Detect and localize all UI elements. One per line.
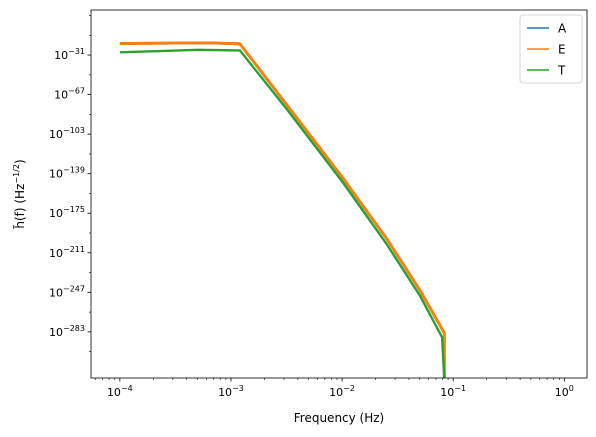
x-tick-label-exponent: −2	[343, 384, 355, 393]
legend-box	[519, 14, 583, 84]
x-axis: 10−4 10−3 10−2 10−1 100	[94, 378, 574, 399]
x-tick-label: 10−3	[218, 384, 244, 399]
y-tick-label-base: 10	[49, 286, 63, 299]
legend-label-t: T	[557, 64, 566, 78]
y-tick-label: 10−211	[49, 245, 85, 260]
y-tick-label: 10−103	[49, 126, 85, 141]
y-tick-label: 10−283	[49, 324, 85, 339]
y-tick-label: 10−67	[54, 87, 85, 102]
y-tick-label-exponent: −103	[63, 126, 85, 135]
y-tick-label-base: 10	[54, 49, 68, 62]
y-axis-label-close: )	[13, 159, 27, 164]
x-tick-label: 10−2	[329, 384, 355, 399]
y-tick-label-exponent: −211	[63, 245, 85, 254]
x-tick-label: 10−4	[107, 384, 133, 399]
series-line-t	[119, 48, 446, 378]
y-axis-label-main: h̃(f) (Hz	[13, 184, 27, 229]
x-tick-label-base: 10	[107, 386, 121, 399]
x-tick-label-exponent: −1	[454, 384, 466, 393]
legend-label-e: E	[558, 43, 566, 57]
y-tick-label-base: 10	[54, 89, 68, 102]
y-tick-label-base: 10	[49, 326, 63, 339]
y-tick-label-exponent: −67	[68, 87, 85, 96]
x-tick-label: 10−1	[440, 384, 466, 399]
x-axis-label: Frequency (Hz)	[294, 411, 385, 425]
x-tick-label-base: 10	[218, 386, 232, 399]
x-tick-label-exponent: −3	[232, 384, 244, 393]
y-tick-label-exponent: −175	[63, 205, 85, 214]
y-tick-label: 10−139	[49, 166, 85, 181]
series-group	[119, 41, 446, 378]
y-tick-label-base: 10	[49, 247, 63, 260]
x-tick-label-base: 10	[440, 386, 454, 399]
y-tick-label-base: 10	[49, 207, 63, 220]
x-tick-label-exponent: 0	[569, 384, 574, 393]
y-axis: 10−3110−6710−10310−13910−17510−21110−247…	[49, 15, 91, 352]
series-line-e	[119, 41, 446, 378]
y-tick-label-base: 10	[49, 168, 63, 181]
legend: AET	[519, 14, 583, 84]
y-axis-label-exponent: −1/2	[12, 164, 21, 184]
x-tick-label-exponent: −4	[121, 384, 133, 393]
y-tick-label-exponent: −247	[63, 284, 85, 293]
y-tick-label: 10−175	[49, 205, 85, 220]
x-tick-label-base: 10	[329, 386, 343, 399]
y-tick-label-exponent: −31	[68, 47, 85, 56]
x-tick-label-base: 10	[555, 386, 569, 399]
y-tick-label-base: 10	[49, 128, 63, 141]
y-tick-label-exponent: −283	[63, 324, 85, 333]
y-tick-label-exponent: −139	[63, 166, 85, 175]
y-tick-label: 10−247	[49, 284, 85, 299]
plot-frame	[90, 9, 588, 379]
x-tick-label: 100	[555, 384, 574, 399]
y-axis-label: h̃(f) (Hz−1/2)	[12, 159, 27, 229]
plot-area-background	[91, 10, 587, 378]
y-tick-label: 10−31	[54, 47, 85, 62]
legend-label-a: A	[558, 22, 567, 36]
